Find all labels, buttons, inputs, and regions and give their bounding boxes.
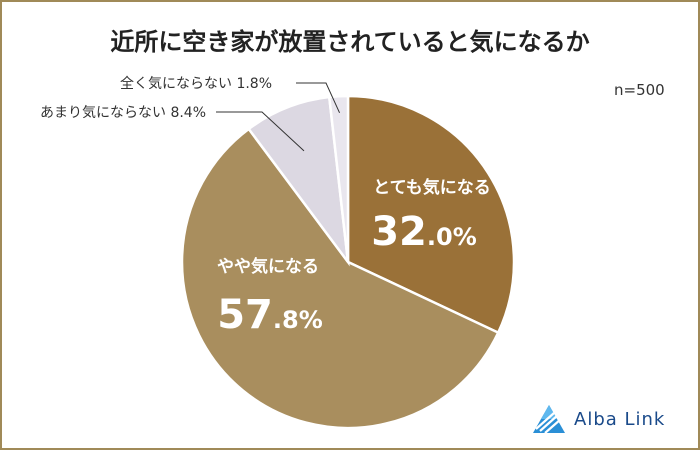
slice-value-2-int: 57 bbox=[217, 292, 273, 338]
slice-label-2: やや気になる bbox=[217, 256, 319, 277]
slice-labels: とても気になる 32.0% やや気になる 57.8% あまり気にならない 8.4% 全く気… bbox=[40, 75, 491, 338]
slice-value-1: 32.0% bbox=[371, 209, 477, 255]
alba-link-logo: Alba Link bbox=[532, 404, 665, 434]
leader-line-3 bbox=[216, 111, 305, 152]
alba-link-logo-icon bbox=[533, 405, 565, 434]
pie-slices bbox=[180, 94, 516, 430]
pie-slice-3 bbox=[246, 95, 350, 267]
slice-label-3: あまり気にならない 8.4% bbox=[40, 105, 206, 121]
brand-name: Alba Link bbox=[574, 408, 666, 430]
slice-value-1-dec: .0% bbox=[427, 223, 477, 251]
slice-value-1-int: 32 bbox=[371, 209, 427, 255]
chart-title: 近所に空き家が放置されていると気になるか bbox=[110, 28, 590, 56]
slice-label-4: 全く気にならない 1.8% bbox=[120, 75, 272, 92]
pie-slice-2 bbox=[180, 127, 500, 430]
pie-slice-1 bbox=[346, 94, 516, 335]
slice-label-1: とても気になる bbox=[373, 177, 491, 198]
slice-value-2: 57.8% bbox=[217, 292, 323, 338]
sample-size-label: n=500 bbox=[614, 81, 665, 99]
slice-value-2-dec: .8% bbox=[273, 306, 323, 334]
leader-line-4 bbox=[296, 82, 341, 114]
pie-slice-4 bbox=[327, 94, 350, 263]
leader-lines bbox=[216, 82, 341, 152]
